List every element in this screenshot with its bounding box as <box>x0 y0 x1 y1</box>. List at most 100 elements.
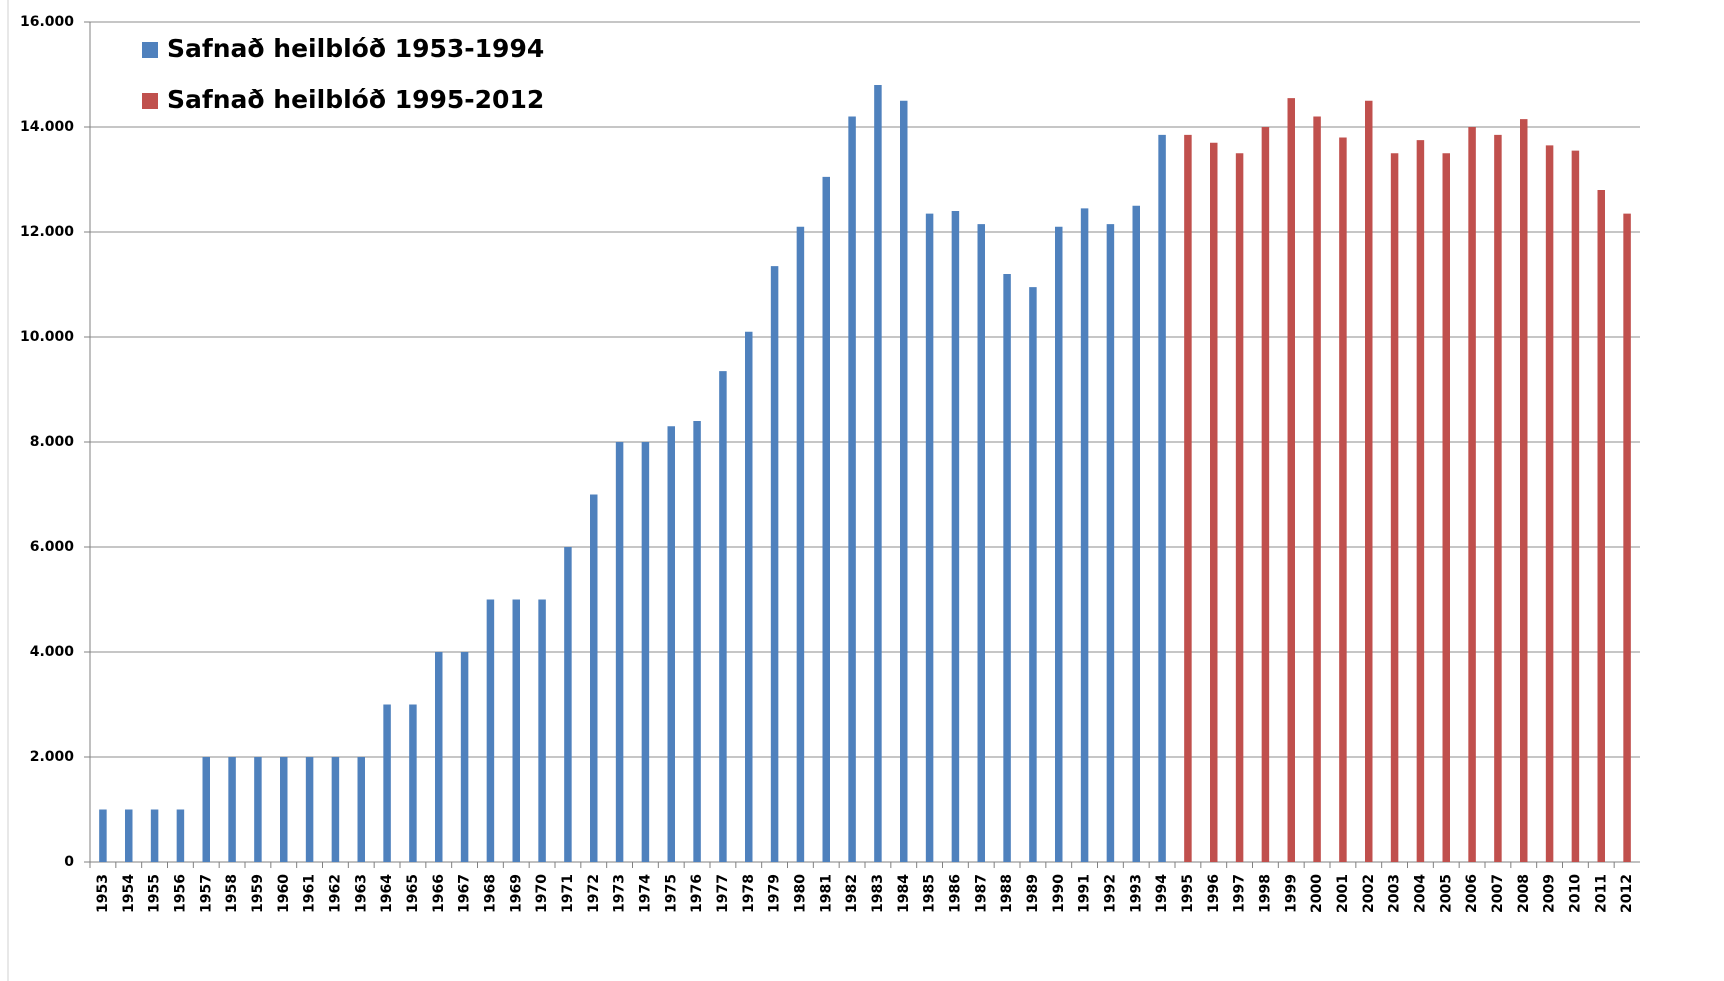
bar <box>1339 137 1347 862</box>
bar <box>1365 100 1373 862</box>
bar <box>1132 205 1140 862</box>
bar <box>977 224 985 862</box>
x-tick-label: 1979 <box>767 874 783 913</box>
bar <box>1261 127 1270 862</box>
bar <box>357 757 365 862</box>
x-tick-label: 1968 <box>482 874 498 913</box>
bar <box>1494 134 1502 862</box>
bar <box>641 442 650 862</box>
bar <box>745 331 753 862</box>
bar <box>1520 119 1528 862</box>
bar <box>1106 224 1115 862</box>
x-tick-label: 1977 <box>715 874 731 913</box>
bar <box>1080 208 1089 862</box>
bar <box>305 757 314 862</box>
bar <box>1416 140 1425 862</box>
bar <box>512 599 520 862</box>
x-tick-label: 1970 <box>534 874 550 913</box>
x-tick-label: 1960 <box>276 874 292 913</box>
bar <box>1235 153 1244 862</box>
legend-swatch <box>142 93 158 109</box>
bar <box>667 426 675 862</box>
x-tick-label: 1995 <box>1180 874 1196 913</box>
bar <box>176 809 185 862</box>
x-tick-label: 1963 <box>353 874 369 913</box>
bar <box>1055 226 1063 862</box>
bar <box>564 547 572 862</box>
bar <box>1003 274 1011 862</box>
x-tick-label: 2005 <box>1438 874 1454 913</box>
bar <box>925 213 934 862</box>
bar <box>409 704 417 862</box>
x-tick-label: 2008 <box>1516 874 1532 913</box>
x-tick-label: 2007 <box>1490 874 1506 913</box>
x-tick-label: 1999 <box>1283 874 1299 913</box>
x-tick-label: 1953 <box>95 874 111 913</box>
bar <box>1158 134 1166 862</box>
x-tick-label: 2002 <box>1361 874 1377 913</box>
bar <box>615 442 624 862</box>
x-tick-label: 1972 <box>586 874 602 913</box>
y-tick-label: 4.000 <box>30 644 75 660</box>
bar <box>228 757 236 862</box>
x-tick-label: 2006 <box>1464 874 1480 913</box>
x-tick-label: 1967 <box>457 874 473 913</box>
x-tick-label: 1987 <box>973 874 989 913</box>
x-tick-label: 1985 <box>922 874 938 913</box>
y-tick-label: 14.000 <box>20 119 74 135</box>
x-tick-label: 1974 <box>637 874 653 913</box>
bar <box>1442 153 1450 862</box>
x-tick-label: 2004 <box>1412 874 1428 913</box>
x-tick-label: 2001 <box>1335 874 1351 913</box>
x-tick-label: 1961 <box>302 874 318 913</box>
x-tick-label: 1986 <box>947 874 963 913</box>
bar <box>280 757 288 862</box>
x-tick-label: 1959 <box>250 874 266 913</box>
x-tick-label: 1978 <box>741 874 757 913</box>
bar <box>822 176 830 862</box>
x-tick-label: 1955 <box>147 874 163 913</box>
x-tick-label: 2012 <box>1619 874 1635 913</box>
bar <box>719 371 727 862</box>
x-tick-label: 1962 <box>327 874 343 913</box>
bar <box>460 652 469 862</box>
bar <box>1029 287 1037 862</box>
bar <box>538 599 546 862</box>
y-tick-label: 0 <box>64 854 74 870</box>
x-tick-label: 1994 <box>1154 874 1170 913</box>
x-tick-label: 1957 <box>198 874 214 913</box>
x-tick-label: 1956 <box>172 874 188 913</box>
x-tick-label: 1992 <box>1102 874 1118 913</box>
y-tick-label: 12.000 <box>20 224 74 240</box>
bar <box>796 226 805 862</box>
x-tick-label: 1989 <box>1025 874 1041 913</box>
y-tick-label: 10.000 <box>20 329 74 345</box>
bar <box>150 809 159 862</box>
bar <box>951 211 960 862</box>
legend-label: Safnað heilblóð 1995-2012 <box>167 85 544 114</box>
y-tick-label: 6.000 <box>30 539 75 555</box>
x-tick-label: 1991 <box>1077 874 1093 913</box>
x-tick-label: 2010 <box>1567 874 1583 913</box>
x-tick-label: 1954 <box>121 874 137 913</box>
bar <box>693 421 701 862</box>
y-tick-label: 16.000 <box>20 14 74 30</box>
x-tick-label: 2000 <box>1309 874 1325 913</box>
bar <box>202 757 210 862</box>
x-tick-label: 1988 <box>999 874 1015 913</box>
bar <box>1571 150 1580 862</box>
x-tick-label: 1966 <box>431 874 447 913</box>
legend-swatch <box>142 42 158 58</box>
bar <box>1597 190 1605 862</box>
x-tick-label: 1997 <box>1232 874 1248 913</box>
x-tick-label: 1958 <box>224 874 240 913</box>
x-tick-label: 1969 <box>508 874 524 913</box>
legend-label: Safnað heilblóð 1953-1994 <box>167 34 544 63</box>
bar <box>1210 142 1218 862</box>
x-tick-label: 2009 <box>1542 874 1558 913</box>
x-tick-label: 1975 <box>663 874 679 913</box>
bar <box>900 100 908 862</box>
x-tick-label: 1964 <box>379 874 395 913</box>
y-tick-label: 8.000 <box>30 434 75 450</box>
x-tick-label: 1990 <box>1051 874 1067 913</box>
